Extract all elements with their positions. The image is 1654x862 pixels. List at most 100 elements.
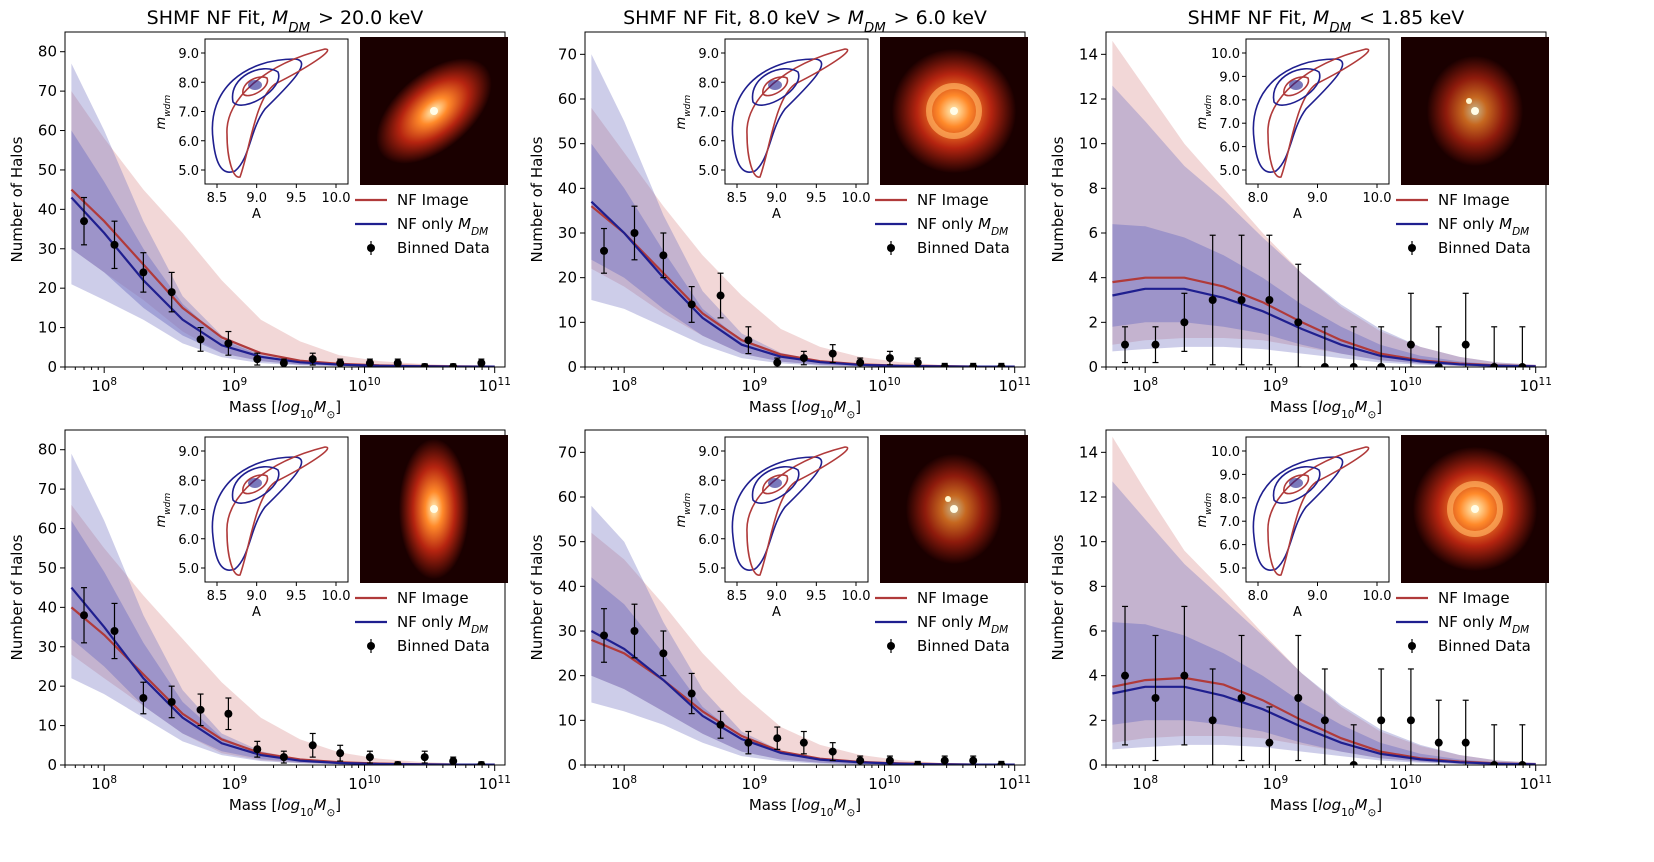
y-tick-label: 0	[1088, 756, 1098, 774]
x-tick-label: 1011	[478, 774, 510, 793]
inset-contour-2	[1267, 446, 1370, 576]
nf-image-band	[71, 504, 495, 765]
inset-x-label: A	[772, 207, 781, 222]
y-axis-label: Number of Halos	[1049, 136, 1067, 262]
x-tick-label: 1010	[1389, 376, 1421, 395]
data-point	[997, 363, 1006, 367]
nf-only-inner-band	[71, 520, 495, 765]
legend-nf-image-label: NF Image	[917, 589, 989, 607]
nf-only-inner-band	[1112, 622, 1536, 765]
data-point	[1518, 761, 1527, 765]
data-point	[773, 358, 782, 367]
inset-y-label: mwdm	[154, 491, 173, 527]
x-tick-label: 109	[1262, 774, 1288, 793]
data-point	[885, 756, 894, 765]
data-point	[1490, 761, 1499, 765]
data-point	[80, 217, 89, 226]
inset-contour-4	[762, 474, 789, 495]
chart-panel-1: 0 10 20 30 40 50 60 70 80 108 109 1010 1011 Mass [log…	[8, 7, 511, 421]
data-point	[393, 761, 402, 765]
inset-y-tick-label: 7.0	[698, 504, 719, 519]
inset-x-label: A	[772, 605, 781, 620]
inset-y-tick-label: 9.0	[178, 47, 199, 62]
inset-x-tick-label: 10.0	[1363, 589, 1392, 604]
legend-binned-marker	[887, 244, 895, 252]
inset-x-tick-label: 10.0	[842, 589, 871, 604]
data-point	[1121, 340, 1130, 349]
inset-y-tick-label: 6.0	[178, 533, 199, 548]
y-tick-label: 8	[1088, 577, 1098, 595]
inset-contour-4	[242, 474, 269, 495]
inset-x-label: A	[252, 207, 261, 222]
inset-density-peak	[768, 478, 782, 488]
data-point	[1294, 694, 1303, 702]
data-point	[1377, 716, 1386, 725]
data-point	[969, 363, 978, 367]
legend-nf-only-label: NF only MDM	[1438, 215, 1531, 238]
legend-binned-marker	[367, 642, 375, 650]
inset-contour-4	[762, 76, 789, 97]
y-tick-label: 2	[1088, 711, 1098, 729]
inset-x-tick-label: 8.5	[207, 191, 228, 206]
x-tick-label: 109	[221, 774, 247, 793]
x-tick-label: 108	[1132, 376, 1158, 395]
chart-panel-3: 0 2 4 6 8 10 12 14 108 109 1010 1011 Mass [log10M⊙] N…	[1049, 7, 1552, 421]
inset-y-tick-label: 8.0	[178, 474, 199, 489]
data-point	[744, 336, 753, 345]
plot-area	[590, 505, 1015, 765]
data-point	[1265, 296, 1274, 304]
nf-image-band	[591, 107, 1015, 367]
inset-x-tick-label: 9.0	[766, 589, 787, 604]
inset-density-peak	[248, 80, 262, 90]
y-tick-label: 0	[567, 756, 577, 774]
axes-frame	[1105, 31, 1547, 368]
nf-only-outer-band	[591, 505, 1015, 765]
inset-y-label: mwdm	[674, 93, 693, 129]
inset-y-tick-label: 6.0	[1219, 539, 1240, 554]
legend-binned-label: Binned Data	[1438, 637, 1531, 655]
plot-area	[1112, 40, 1536, 367]
galaxy-companion	[945, 496, 951, 502]
y-tick-label: 50	[38, 559, 57, 577]
inset-y-label: mwdm	[154, 93, 173, 129]
data-point	[167, 288, 176, 297]
x-tick-label: 108	[611, 376, 637, 395]
x-tick-label: 108	[611, 774, 637, 793]
data-point	[630, 627, 639, 635]
inset-x-tick-label: 9.5	[286, 589, 307, 604]
y-tick-label: 70	[38, 82, 57, 100]
x-tick-label: 109	[741, 376, 767, 395]
chart-panel-5: 0 10 20 30 40 50 60 70 108 109 1010 1011 Mass [log10…	[528, 429, 1031, 819]
inset-contour-2	[226, 48, 329, 178]
inset-y-tick-label: 7.0	[178, 504, 199, 519]
inset-x-tick-label: 9.5	[806, 589, 827, 604]
data-point	[308, 355, 317, 364]
x-axis-label: Mass [log10M⊙]	[229, 398, 341, 421]
y-axis-label: Number of Halos	[528, 534, 546, 660]
inset-contour-3	[751, 465, 800, 504]
galaxy-core	[1471, 505, 1479, 513]
chart-title: SHMF NF Fit, 8.0 keV > MDM > 6.0 keV	[623, 7, 987, 36]
data-point	[1208, 716, 1217, 725]
inset-x-tick-label: 10.0	[842, 191, 871, 206]
y-axis-label: Number of Halos	[8, 534, 26, 660]
y-tick-label: 0	[47, 756, 57, 774]
inset-contour-4	[1283, 474, 1310, 495]
data-point	[110, 627, 119, 635]
legend-binned-label: Binned Data	[1438, 239, 1531, 257]
galaxy-ring	[1447, 481, 1503, 537]
y-tick-label: 30	[38, 240, 57, 258]
x-tick-label: 1010	[348, 376, 380, 395]
y-tick-label: 8	[1088, 179, 1098, 197]
data-point	[1208, 296, 1217, 304]
data-point	[279, 753, 288, 762]
nf-only-inner-band	[591, 577, 1015, 765]
data-point	[393, 359, 402, 367]
inset-x-tick-label: 8.5	[727, 589, 748, 604]
x-tick-label: 108	[91, 774, 117, 793]
data-point	[913, 761, 922, 765]
data-point	[716, 291, 725, 300]
legend-binned-marker	[887, 642, 895, 650]
y-tick-label: 60	[38, 520, 57, 538]
